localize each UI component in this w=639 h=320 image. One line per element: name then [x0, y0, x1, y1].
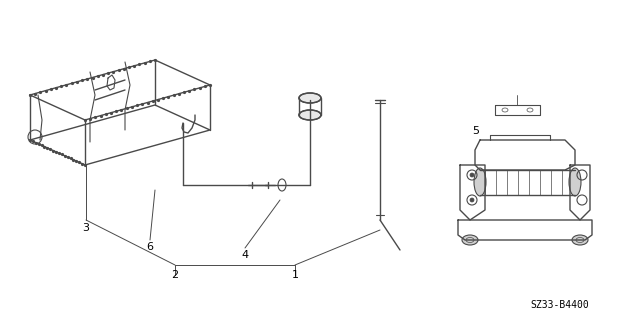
- Ellipse shape: [572, 235, 588, 245]
- Text: 1: 1: [291, 270, 298, 280]
- Text: 3: 3: [82, 223, 89, 233]
- Circle shape: [470, 198, 474, 202]
- Text: 2: 2: [171, 270, 178, 280]
- Text: 5: 5: [472, 126, 479, 136]
- Text: 6: 6: [146, 242, 153, 252]
- Circle shape: [470, 173, 474, 177]
- Text: 4: 4: [242, 250, 249, 260]
- Ellipse shape: [299, 93, 321, 103]
- Ellipse shape: [299, 110, 321, 120]
- Text: SZ33-B4400: SZ33-B4400: [530, 300, 589, 310]
- Ellipse shape: [474, 168, 486, 196]
- Ellipse shape: [462, 235, 478, 245]
- Ellipse shape: [569, 168, 581, 196]
